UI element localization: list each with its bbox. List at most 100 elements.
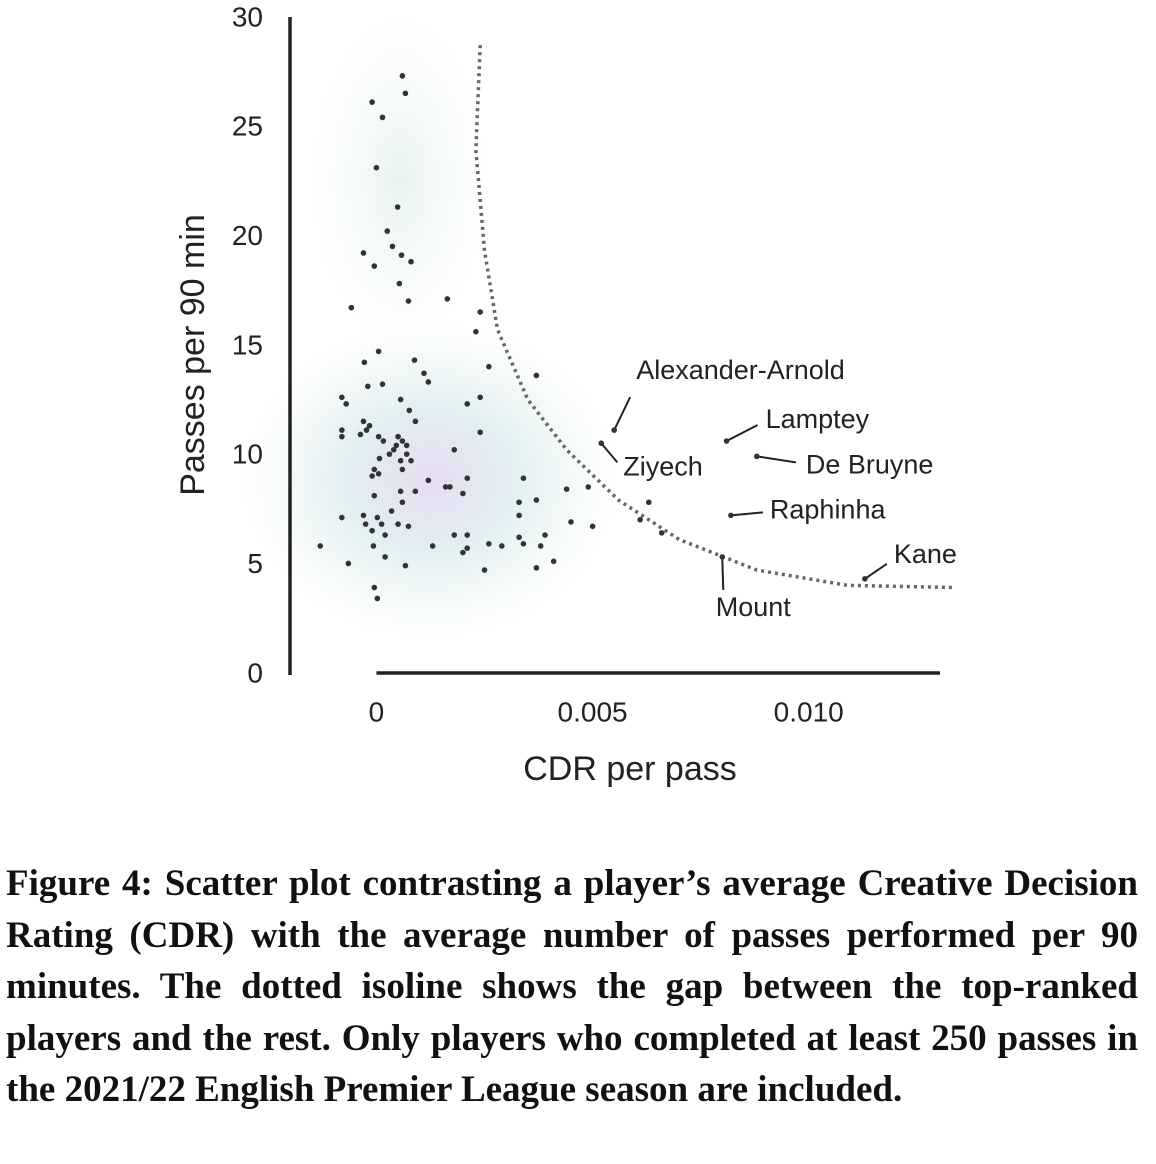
point <box>317 543 324 549</box>
point <box>563 486 570 492</box>
point <box>379 381 386 387</box>
point <box>589 523 596 530</box>
leader-line <box>864 562 888 580</box>
y-axis-title: Passes per 90 min <box>174 214 212 496</box>
point <box>719 554 726 560</box>
point <box>369 473 375 479</box>
point <box>397 457 404 464</box>
point <box>486 363 492 370</box>
point <box>658 530 665 536</box>
point <box>398 252 405 258</box>
point <box>348 304 355 311</box>
point <box>365 383 371 390</box>
point <box>374 514 381 521</box>
point <box>399 499 406 506</box>
point <box>380 438 387 444</box>
annotation-label: Ziyech <box>623 451 703 481</box>
point <box>375 433 382 440</box>
point <box>516 534 522 541</box>
point <box>405 523 412 530</box>
point <box>403 442 410 449</box>
point <box>363 427 370 433</box>
point <box>373 164 380 171</box>
point <box>477 394 483 401</box>
y-tick-label: 25 <box>232 111 263 142</box>
point <box>477 429 483 436</box>
point <box>637 516 643 523</box>
point <box>371 466 378 473</box>
point <box>481 567 488 573</box>
point <box>412 488 419 495</box>
point <box>611 427 617 433</box>
point <box>429 543 436 549</box>
point <box>411 357 418 363</box>
point <box>395 521 401 527</box>
point <box>397 396 404 403</box>
point <box>444 296 451 302</box>
point <box>389 243 396 250</box>
point <box>464 475 471 482</box>
point <box>360 250 367 256</box>
point <box>477 309 483 315</box>
point <box>394 204 401 210</box>
point <box>376 455 383 462</box>
point <box>399 438 406 444</box>
x-axis-title: CDR per pass <box>523 750 737 788</box>
y-tick-label: 30 <box>232 1 263 32</box>
y-tick-label: 10 <box>232 439 263 470</box>
leader-line <box>756 455 796 464</box>
point <box>375 348 382 355</box>
point <box>442 484 449 490</box>
point <box>598 440 605 447</box>
point <box>339 394 345 401</box>
point <box>402 562 409 569</box>
annotation-label: Kane <box>894 539 957 569</box>
x-tick-label: 0.005 <box>558 696 628 727</box>
point <box>728 512 734 519</box>
point <box>370 543 377 549</box>
point <box>408 258 414 265</box>
point <box>399 73 406 79</box>
point <box>425 477 432 484</box>
leader-line <box>726 424 759 442</box>
point <box>361 359 368 366</box>
point <box>516 512 522 519</box>
point <box>542 532 548 538</box>
point <box>447 484 453 490</box>
point <box>520 541 527 547</box>
point <box>378 521 385 527</box>
point <box>486 541 492 547</box>
point <box>402 90 409 97</box>
point <box>374 595 381 602</box>
figure-caption: Figure 4: Scatter plot contrasting a pla… <box>6 863 1138 1110</box>
point <box>379 114 386 121</box>
point <box>645 499 652 506</box>
x-tick-label: 0 <box>369 696 385 727</box>
point <box>460 490 466 497</box>
y-tick-label: 5 <box>247 548 263 579</box>
point <box>395 433 401 440</box>
point <box>451 446 458 453</box>
point <box>339 433 345 440</box>
point <box>366 422 373 429</box>
annotation-label: Alexander-Arnold <box>636 355 845 385</box>
annotation-label: De Bruyne <box>806 449 934 479</box>
annotation-label: Lamptey <box>766 404 870 434</box>
point <box>533 565 540 571</box>
point <box>520 475 527 482</box>
point <box>397 488 404 495</box>
point <box>371 584 378 591</box>
point <box>396 280 403 287</box>
point <box>357 431 364 438</box>
point <box>723 438 730 444</box>
point <box>464 532 471 538</box>
point <box>585 484 592 490</box>
point <box>421 370 427 377</box>
y-tick-label: 15 <box>232 329 263 360</box>
point <box>862 575 868 582</box>
point <box>371 492 378 499</box>
x-tick-label: 0.010 <box>774 696 844 727</box>
leader-line <box>730 511 763 517</box>
point <box>533 372 540 379</box>
